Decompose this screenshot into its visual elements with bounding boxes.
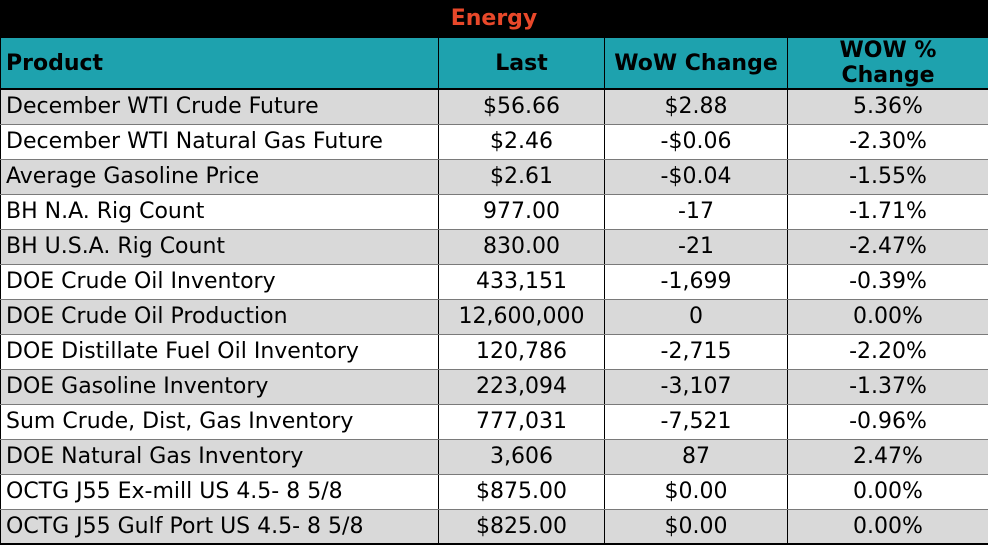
cell-wow-pct-change: -1.55% (788, 159, 988, 194)
cell-wow-pct-change: 5.36% (788, 89, 988, 124)
cell-product: DOE Crude Oil Production (1, 299, 439, 334)
cell-wow-change: -$0.06 (605, 124, 788, 159)
cell-last: $875.00 (439, 474, 605, 509)
cell-wow-pct-change: -2.20% (788, 334, 988, 369)
cell-wow-change: -21 (605, 229, 788, 264)
cell-wow-change: $0.00 (605, 509, 788, 544)
cell-product: OCTG J55 Ex-mill US 4.5- 8 5/8 (1, 474, 439, 509)
cell-last: 777,031 (439, 404, 605, 439)
cell-last: 12,600,000 (439, 299, 605, 334)
cell-wow-change: -3,107 (605, 369, 788, 404)
table-row: OCTG J55 Ex-mill US 4.5- 8 5/8$875.00$0.… (1, 474, 988, 509)
header-wow-change: WoW Change (605, 38, 788, 90)
cell-last: 120,786 (439, 334, 605, 369)
cell-wow-change: -$0.04 (605, 159, 788, 194)
cell-wow-pct-change: -1.71% (788, 194, 988, 229)
cell-wow-pct-change: -0.96% (788, 404, 988, 439)
cell-wow-pct-change: 0.00% (788, 299, 988, 334)
cell-last: $825.00 (439, 509, 605, 544)
cell-last: 977.00 (439, 194, 605, 229)
cell-last: 223,094 (439, 369, 605, 404)
cell-last: $2.61 (439, 159, 605, 194)
cell-wow-change: 87 (605, 439, 788, 474)
cell-product: DOE Crude Oil Inventory (1, 264, 439, 299)
cell-product: Sum Crude, Dist, Gas Inventory (1, 404, 439, 439)
cell-wow-pct-change: 0.00% (788, 474, 988, 509)
cell-wow-pct-change: -0.39% (788, 264, 988, 299)
cell-product: DOE Distillate Fuel Oil Inventory (1, 334, 439, 369)
cell-wow-change: 0 (605, 299, 788, 334)
cell-product: December WTI Natural Gas Future (1, 124, 439, 159)
table-row: OCTG J55 Gulf Port US 4.5- 8 5/8$825.00$… (1, 509, 988, 544)
cell-wow-change: $2.88 (605, 89, 788, 124)
cell-wow-pct-change: 2.47% (788, 439, 988, 474)
table-row: Average Gasoline Price$2.61-$0.04-1.55% (1, 159, 988, 194)
cell-wow-pct-change: 0.00% (788, 509, 988, 544)
cell-product: Average Gasoline Price (1, 159, 439, 194)
cell-wow-change: -7,521 (605, 404, 788, 439)
cell-last: 3,606 (439, 439, 605, 474)
cell-last: $56.66 (439, 89, 605, 124)
cell-last: 830.00 (439, 229, 605, 264)
header-row: Product Last WoW Change WOW % Change (1, 38, 988, 90)
energy-table-sheet: Energy Product Last WoW Change WOW % Cha… (0, 0, 988, 530)
header-wow-pct-change: WOW % Change (788, 38, 988, 90)
cell-wow-pct-change: -1.37% (788, 369, 988, 404)
cell-last: 433,151 (439, 264, 605, 299)
cell-product: DOE Gasoline Inventory (1, 369, 439, 404)
table-title: Energy (0, 0, 988, 37)
header-product: Product (1, 38, 439, 90)
cell-wow-change: -2,715 (605, 334, 788, 369)
cell-product: BH N.A. Rig Count (1, 194, 439, 229)
cell-wow-change: $0.00 (605, 474, 788, 509)
cell-product: DOE Natural Gas Inventory (1, 439, 439, 474)
cell-product: December WTI Crude Future (1, 89, 439, 124)
cell-last: $2.46 (439, 124, 605, 159)
energy-table: Product Last WoW Change WOW % Change Dec… (0, 37, 988, 545)
table-row: December WTI Natural Gas Future$2.46-$0.… (1, 124, 988, 159)
cell-wow-pct-change: -2.30% (788, 124, 988, 159)
header-last: Last (439, 38, 605, 90)
cell-wow-change: -17 (605, 194, 788, 229)
cell-product: BH U.S.A. Rig Count (1, 229, 439, 264)
cell-product: OCTG J55 Gulf Port US 4.5- 8 5/8 (1, 509, 439, 544)
cell-wow-change: -1,699 (605, 264, 788, 299)
cell-wow-pct-change: -2.47% (788, 229, 988, 264)
